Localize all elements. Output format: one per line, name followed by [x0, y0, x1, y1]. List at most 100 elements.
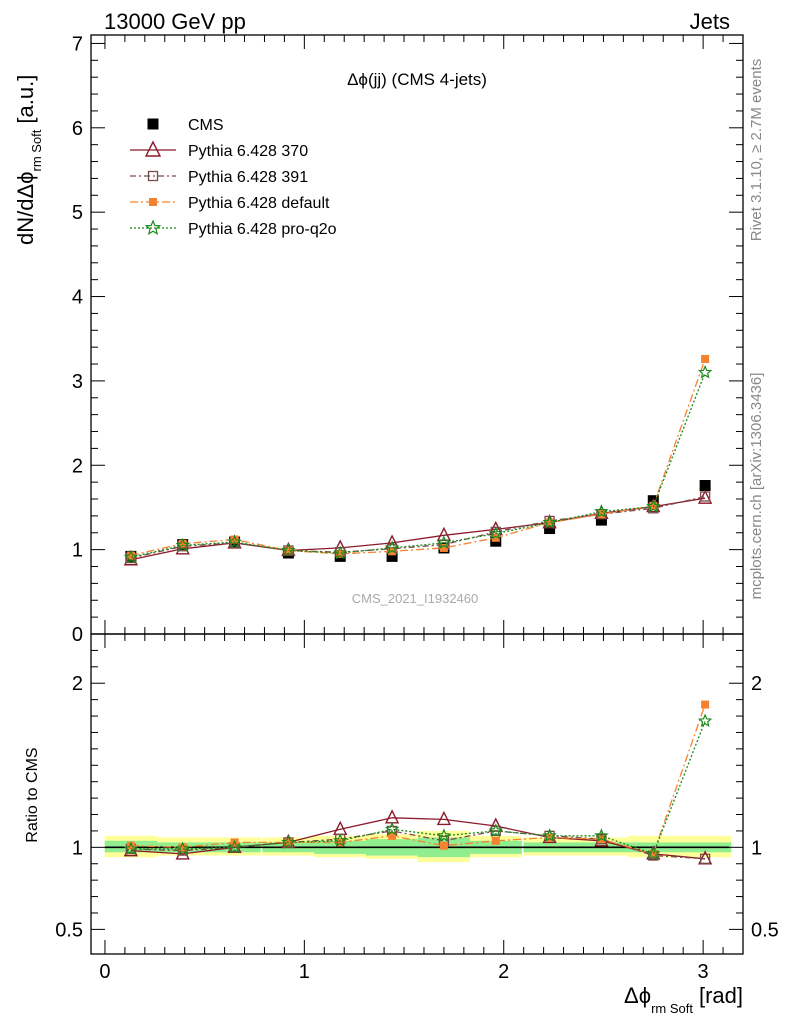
x-axis-label: Δϕrm Soft [rad] [624, 983, 743, 1016]
ratio-point-0-6 [436, 810, 452, 826]
ratio-point-3-11 [697, 713, 713, 728]
ratio-line-0 [130, 817, 706, 860]
axis-ticks: 0 1 2 3 4 5 6 7 0.5 0.5 1 1 2 2 0 1 2 3 [55, 33, 779, 983]
main-point-4-0 [123, 549, 139, 564]
legend-label-3: Pythia 6.428 default [188, 195, 330, 212]
rivet-version-label: Rivet 3.1.10, ≥ 2.7M events [748, 59, 765, 242]
ratio-line-3 [130, 720, 706, 855]
main-line-4 [130, 372, 706, 558]
main-y-axis-label: dN/dΔϕrm Soft [a.u.] [13, 75, 44, 245]
main-point-4-3 [281, 542, 296, 557]
main-point-4-7 [488, 526, 504, 540]
ratio-point-3-8 [542, 828, 557, 842]
main-point-2-9 [596, 509, 607, 520]
main-ytick-label-2: 2 [72, 455, 83, 477]
ratio-point-2-1 [178, 843, 187, 852]
legend-marker-1 [144, 140, 162, 157]
ratio-point-3-4 [332, 833, 348, 847]
ratio-point-3-7 [488, 823, 503, 838]
main-point-4-1 [175, 537, 190, 552]
main-point-3-0 [126, 551, 135, 560]
x-label-unit: [rad] [699, 983, 743, 1008]
main-line-3 [130, 358, 706, 557]
legend-marker-4 [144, 219, 162, 235]
main-point-0-8 [544, 523, 556, 535]
main-point-4-4 [332, 545, 348, 560]
ratio-point-2-7 [491, 836, 500, 845]
main-plot-series [123, 354, 713, 566]
ratio-plot-frame [90, 633, 744, 955]
main-point-3-3 [284, 546, 293, 555]
main-y-label-main: dN/dΔϕ [13, 172, 38, 246]
main-point-4-10 [646, 499, 661, 513]
main-point-4-6 [436, 535, 452, 549]
main-point-3-1 [178, 539, 187, 548]
mcplots-label: mcplots.cern.ch [arXiv:1306.3436] [748, 373, 765, 600]
main-point-3-4 [336, 549, 345, 558]
ratio-point-3-0 [123, 841, 139, 856]
ratio-point-2-8 [545, 833, 554, 842]
x-label-sub: rm Soft [651, 1001, 693, 1016]
ratio-line-2 [130, 704, 706, 855]
main-y-label-sub: rm Soft [29, 129, 44, 171]
ratio-ytick-label-1: 1 [72, 837, 83, 859]
main-ytick-label-3: 3 [72, 371, 83, 393]
ratio-uncertainty-bands [104, 830, 732, 863]
main-point-2-11 [699, 491, 711, 502]
main-point-4-8 [542, 515, 557, 529]
plot-title: Δϕ(jj) (CMS 4-jets) [347, 70, 487, 89]
ratio-point-1-11 [699, 853, 711, 864]
ratio-point-3-2 [227, 839, 242, 854]
xtick-label-0: 0 [99, 961, 110, 983]
main-line-2 [130, 495, 706, 559]
main-ytick-label-5: 5 [72, 202, 83, 224]
main-point-4-2 [227, 534, 242, 549]
ratio-ytick-label-right-2: 2 [751, 673, 762, 695]
ratio-point-3-1 [175, 841, 190, 856]
ratio-point-3-10 [646, 846, 661, 861]
ratio-plot-series [123, 700, 713, 865]
x-label-main: Δϕ [624, 983, 651, 1008]
main-point-3-6 [439, 543, 448, 552]
main-point-0-11 [699, 480, 711, 492]
ratio-ytick-label-2: 2 [72, 673, 83, 695]
legend-marker-0 [147, 118, 159, 130]
ratio-point-3-5 [384, 821, 400, 836]
legend: CMS Pythia 6.428 370 Pythia 6.428 391 Pythi… [130, 117, 337, 238]
main-line-1 [130, 497, 706, 561]
legend-label-0: CMS [188, 117, 224, 134]
main-point-0-9 [595, 514, 607, 526]
ratio-point-3-3 [281, 834, 296, 849]
legend-marker-3 [149, 198, 157, 206]
main-point-3-11 [701, 354, 710, 363]
analysis-watermark: CMS_2021_I1932460 [352, 591, 479, 606]
legend-label-1: Pythia 6.428 370 [188, 143, 308, 160]
header-left: 13000 GeV pp [104, 9, 246, 34]
main-ytick-label-6: 6 [72, 118, 83, 140]
ratio-ytick-label-0: 0.5 [55, 919, 83, 941]
main-point-4-11 [697, 364, 713, 379]
main-ytick-label-4: 4 [72, 287, 83, 309]
ratio-point-3-6 [436, 828, 452, 842]
ratio-point-2-6 [439, 841, 448, 850]
main-point-3-7 [491, 533, 500, 542]
main-point-0-5 [386, 550, 398, 562]
ratio-y-axis-label: Ratio to CMS [24, 747, 41, 842]
legend-label-4: Pythia 6.428 pro-q2o [188, 221, 337, 238]
ratio-point-2-10 [649, 849, 658, 858]
header-right: Jets [690, 9, 730, 34]
xtick-label-2: 2 [498, 961, 509, 983]
ratio-point-2-0 [126, 841, 135, 850]
main-point-3-8 [545, 518, 554, 527]
ratio-ytick-label-right-1: 1 [751, 837, 762, 859]
ratio-point-2-4 [336, 838, 345, 847]
main-ytick-label-0: 0 [72, 624, 83, 646]
xtick-label-3: 3 [698, 961, 709, 983]
legend-label-2: Pythia 6.428 391 [188, 169, 308, 186]
xtick-label-1: 1 [299, 961, 310, 983]
ratio-point-2-11 [701, 700, 710, 709]
main-ytick-label-1: 1 [72, 540, 83, 562]
main-point-4-9 [594, 504, 609, 518]
main-point-3-5 [388, 547, 397, 556]
